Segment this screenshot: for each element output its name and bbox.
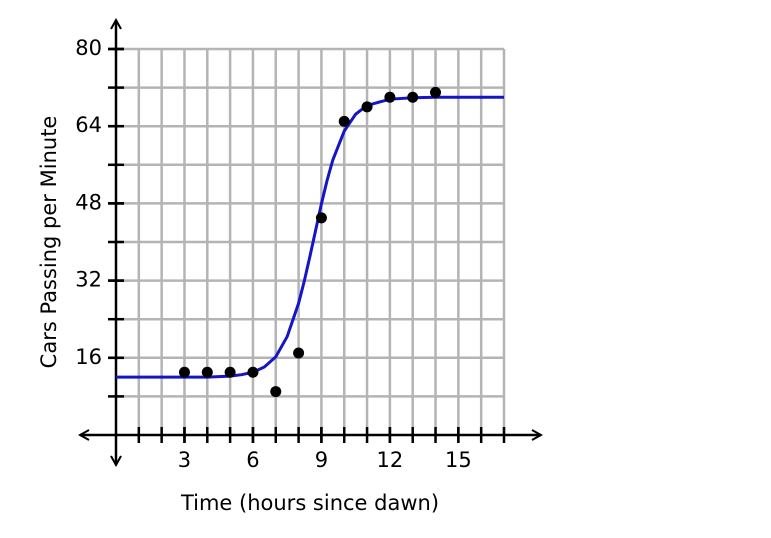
fit-line: [116, 95, 504, 379]
data-point: [178, 366, 190, 378]
data-point: [384, 91, 396, 103]
y-tick-label: 80: [75, 36, 102, 60]
y-tick-label: 16: [75, 345, 102, 369]
data-point: [247, 366, 259, 378]
x-tick-label: 6: [246, 448, 259, 472]
data-point: [407, 91, 419, 103]
marks: [116, 86, 504, 398]
data-point: [201, 366, 213, 378]
y-tick-label: 64: [75, 113, 102, 137]
data-point: [224, 366, 236, 378]
x-tick-label: 12: [377, 448, 404, 472]
axes: [80, 20, 541, 465]
data-point: [338, 115, 350, 127]
data-point: [430, 86, 442, 98]
y-axis-title: Cars Passing per Minute: [37, 116, 61, 369]
x-tick-label: 3: [178, 448, 191, 472]
y-tick-label: 48: [75, 190, 102, 214]
y-tick-label: 32: [75, 268, 102, 292]
data-point: [293, 347, 305, 359]
x-axis-title: Time (hours since dawn): [180, 491, 439, 515]
data-point: [361, 101, 373, 113]
data-point: [315, 212, 327, 224]
x-tick-label: 15: [445, 448, 472, 472]
x-tick-label: 9: [315, 448, 328, 472]
data-point: [270, 386, 282, 398]
